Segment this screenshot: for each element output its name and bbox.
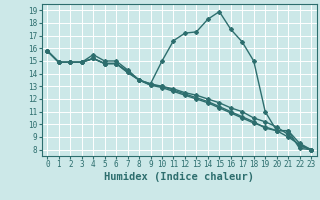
X-axis label: Humidex (Indice chaleur): Humidex (Indice chaleur): [104, 172, 254, 182]
